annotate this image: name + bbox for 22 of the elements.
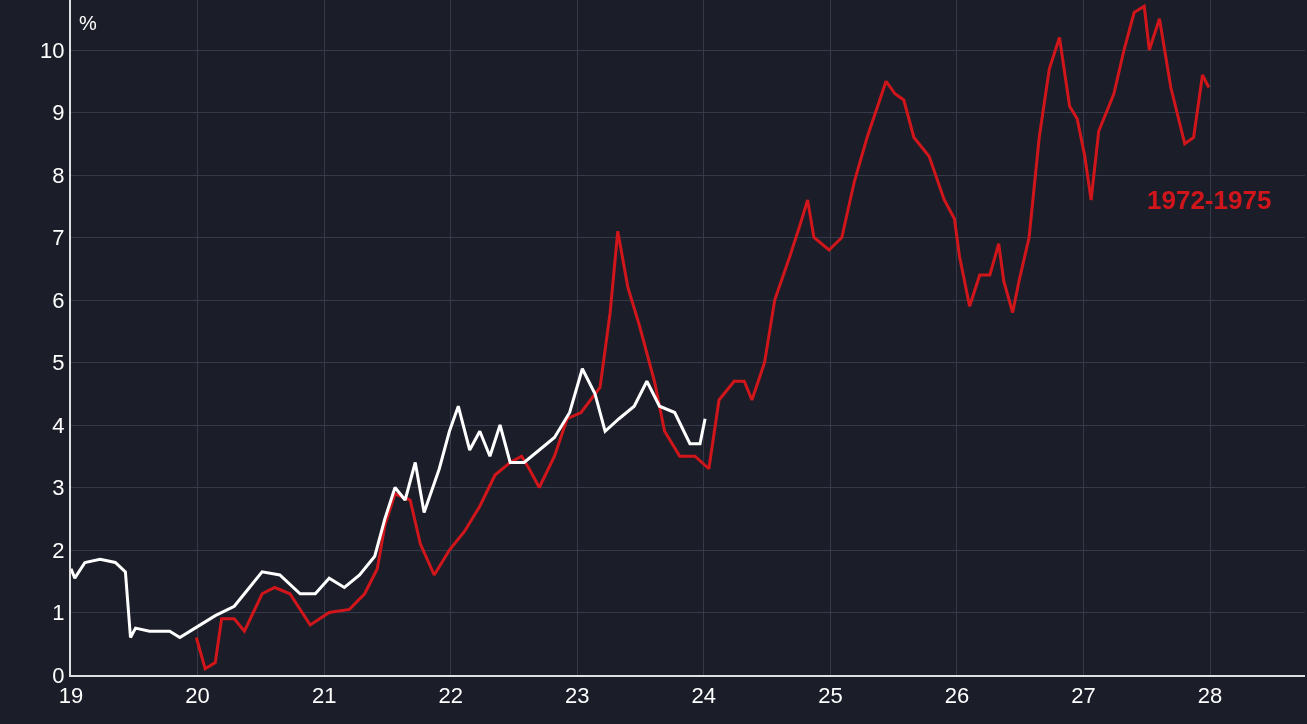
y-axis-title: % — [79, 12, 97, 34]
y-tick-label: 7 — [52, 225, 65, 251]
y-tick-label: 1 — [52, 600, 65, 626]
x-tick-label: 21 — [311, 683, 337, 709]
x-tick-label: 27 — [1071, 683, 1096, 709]
x-tick-label: 25 — [818, 683, 843, 709]
y-tick-label: 8 — [52, 162, 65, 188]
y-tick-label: 3 — [52, 475, 65, 501]
y-tick-label: 2 — [52, 537, 65, 563]
y-tick-label: 4 — [52, 412, 65, 438]
line-series — [71, 367, 707, 639]
y-tick-label: 10 — [40, 37, 65, 63]
x-tick-label: 24 — [691, 683, 717, 709]
x-tick-label: 23 — [565, 683, 590, 709]
y-tick-label: 9 — [52, 100, 65, 126]
y-tick-label: 6 — [52, 287, 65, 313]
x-tick-label: 26 — [944, 683, 970, 709]
text: 1972-1975 — [1147, 185, 1272, 215]
y-tick-label: 5 — [52, 350, 65, 376]
x-tick-label: 22 — [438, 683, 463, 709]
x-tick-label: 20 — [185, 683, 210, 709]
x-tick-label: 28 — [1197, 683, 1223, 709]
